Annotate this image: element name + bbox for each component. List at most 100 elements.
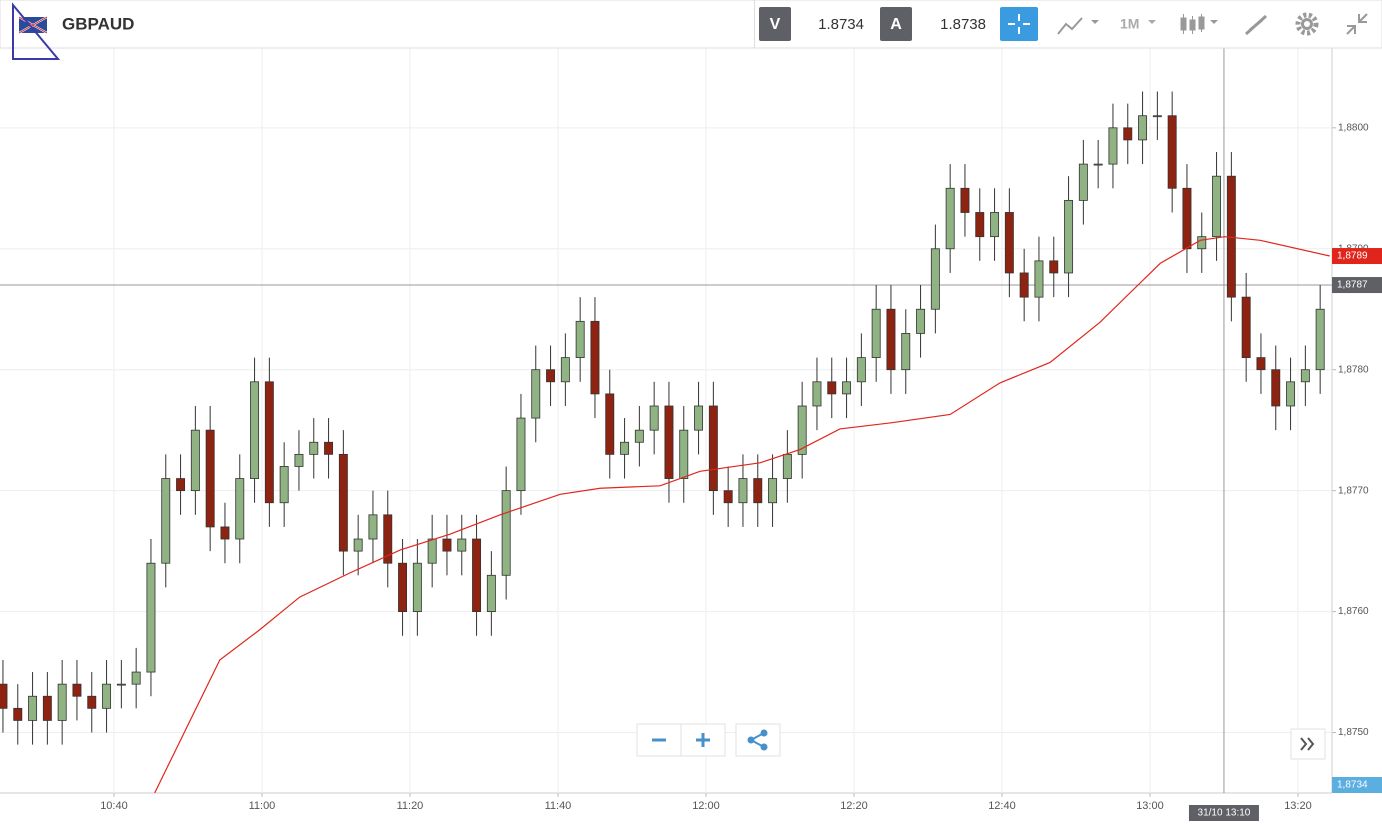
candle-body: [664, 405, 674, 479]
ask-tag-box[interactable]: [880, 7, 912, 41]
candle-body: [102, 683, 112, 709]
candle-body: [531, 369, 541, 419]
candle-body: [146, 562, 156, 673]
scroll-right-button[interactable]: [1290, 728, 1326, 760]
candle-body: [338, 453, 348, 552]
candle-body: [1241, 296, 1251, 359]
candle-body: [28, 695, 38, 721]
crosshair-button[interactable]: [1000, 7, 1038, 41]
candle-body: [368, 514, 378, 540]
candle-body: [42, 695, 52, 721]
ma-price-badge: [1332, 248, 1382, 265]
candle-body: [1108, 127, 1118, 165]
bid-tag-box[interactable]: [759, 7, 791, 41]
candle-body: [309, 441, 319, 455]
collapse-button[interactable]: [1346, 13, 1368, 35]
candle-body: [427, 538, 437, 564]
x-tick-label: 11:20: [397, 800, 424, 812]
zoom-in-button[interactable]: [680, 723, 726, 757]
candle-body: [723, 490, 733, 504]
chart-type-button[interactable]: [1057, 17, 1099, 35]
candle-body: [546, 369, 556, 383]
candle-body: [72, 683, 82, 697]
bid-price-badge: [1332, 777, 1382, 793]
settings-button[interactable]: [1295, 12, 1319, 36]
candle-type-button[interactable]: [1180, 14, 1218, 34]
zoom-out-button[interactable]: [636, 723, 682, 757]
plot: 1,87501,87601,87701,87801,87901,880010:4…: [0, 48, 1369, 812]
candle-body: [1286, 381, 1296, 407]
candle-body: [294, 453, 304, 467]
candle-body: [560, 357, 570, 383]
crosshair-time-badge: [1188, 805, 1259, 821]
x-tick-label: 12:00: [692, 800, 720, 812]
x-tick-label: 12:20: [840, 800, 868, 812]
timeframe[interactable]: 1M: [1120, 16, 1139, 32]
share-button[interactable]: [735, 723, 781, 757]
candle-body: [412, 562, 422, 612]
candle-body: [634, 429, 644, 443]
candle-body: [738, 478, 748, 504]
candle-body: [1271, 369, 1281, 407]
candle-body: [131, 671, 141, 685]
candle-body: [1064, 199, 1074, 274]
y-tick-label: 1,8750: [1338, 727, 1369, 738]
candle-body: [205, 429, 215, 528]
candle-body: [0, 683, 8, 709]
candle-body: [161, 478, 171, 564]
candle-body: [990, 212, 1000, 238]
candle-body: [442, 538, 452, 552]
candle-body: [975, 212, 985, 238]
candle-body: [753, 478, 763, 504]
candle-body: [501, 490, 511, 576]
candle-body: [57, 683, 67, 721]
crosshair-time-label: 31/10 13:10: [1198, 808, 1251, 819]
candle-body: [827, 381, 837, 395]
candle-body: [116, 683, 126, 686]
candle-body: [916, 308, 926, 334]
candle-body: [930, 248, 940, 310]
candle-body: [1197, 236, 1207, 250]
candle-body: [856, 357, 866, 383]
x-tick-label: 12:40: [988, 800, 1016, 812]
y-tick-label: 1,8760: [1338, 606, 1369, 617]
candle-body: [1019, 272, 1029, 298]
candle-body: [797, 405, 807, 455]
y-tick-label: 1,8780: [1338, 364, 1369, 375]
bid-tag: V: [770, 16, 781, 33]
symbol: GBPAUD: [62, 14, 134, 33]
x-tick-label: 11:00: [249, 800, 276, 812]
draw-tool-button[interactable]: [1244, 14, 1268, 36]
candle-body: [383, 514, 393, 564]
toolbar: [0, 0, 1382, 49]
candle-body: [945, 187, 955, 250]
bid-price-label: 1,8734: [1337, 780, 1368, 791]
candle-body: [694, 405, 704, 431]
flag-icon[interactable]: [12, 2, 61, 60]
ask-tag: A: [890, 16, 902, 33]
candle-body: [1152, 115, 1162, 118]
candle-body: [279, 466, 289, 504]
candle-body: [87, 695, 97, 709]
candle-body: [324, 441, 334, 455]
candle-body: [871, 308, 881, 359]
candle-body: [1034, 260, 1044, 298]
candle-body: [886, 308, 896, 371]
candle-body: [708, 405, 718, 492]
candle-body: [649, 405, 659, 431]
candle-body: [1315, 308, 1325, 371]
candle-body: [960, 187, 970, 213]
ask-price: 1.8738: [940, 16, 986, 33]
candle-body: [1049, 260, 1059, 274]
candle-body: [768, 478, 778, 504]
candle-body: [353, 538, 363, 552]
divider: [754, 0, 755, 48]
candle-body: [1078, 163, 1088, 201]
candle-body: [1212, 175, 1222, 238]
candle-body: [250, 381, 260, 479]
candle-body: [1123, 127, 1133, 141]
x-tick-label: 13:00: [1136, 800, 1164, 812]
candle-body: [398, 562, 408, 612]
